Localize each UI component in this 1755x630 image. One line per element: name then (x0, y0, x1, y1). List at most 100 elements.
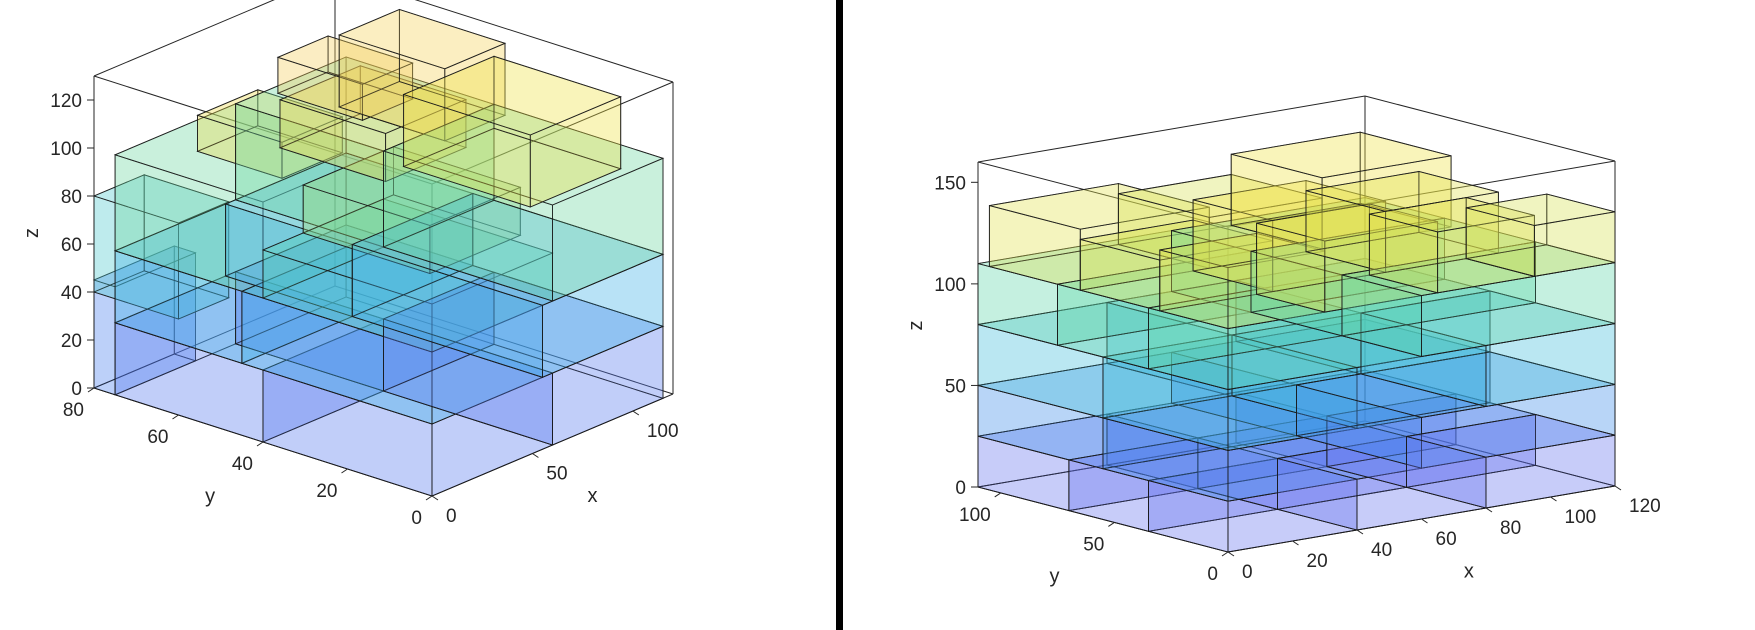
packed-box (301, 146, 522, 275)
packed-box (1057, 250, 1343, 370)
x-tick-mark (1292, 540, 1299, 546)
y-tick-mark (87, 387, 95, 393)
packed-box (1231, 312, 1487, 429)
packed-box (1148, 457, 1358, 553)
box-face (402, 55, 622, 136)
packed-box (1406, 413, 1616, 509)
packed-box (1360, 290, 1616, 407)
box-face (276, 35, 414, 85)
x-tick-label: 100 (647, 421, 679, 442)
packed-box (278, 65, 468, 183)
packed-box (1102, 334, 1358, 451)
packed-box (1079, 219, 1274, 312)
z-axis-label: z (21, 228, 43, 238)
packed-box (382, 271, 665, 446)
y-tick-mark (425, 495, 433, 501)
x-axis-label: x (588, 485, 598, 507)
box-face (989, 183, 1210, 230)
packed-box (1235, 369, 1457, 468)
axes-box-edge (431, 81, 674, 185)
y-tick-mark (994, 492, 1002, 498)
y-tick-mark (1221, 551, 1229, 557)
panel-divider (836, 0, 843, 630)
z-tick-label: 80 (61, 187, 82, 208)
x-tick-mark (1550, 496, 1557, 502)
box-face (1406, 414, 1616, 458)
y-tick-label: 50 (1083, 534, 1104, 555)
packed-box (1197, 415, 1407, 510)
packed-box (261, 318, 554, 497)
packed-box (1296, 351, 1616, 469)
axes-box-edge (1364, 95, 1616, 162)
packed-box (402, 55, 622, 208)
packed-box (1117, 173, 1323, 269)
x-tick-label: 0 (1242, 562, 1253, 583)
z-tick-label: 40 (61, 283, 82, 304)
packed-box (1102, 384, 1422, 502)
packed-box (113, 271, 385, 443)
x-tick-mark (1485, 507, 1493, 513)
x-tick-mark (431, 495, 439, 501)
z-tick-label: 0 (955, 478, 966, 499)
axes-box-edge (1227, 160, 1616, 228)
z-tick-label: 120 (50, 91, 82, 112)
packed-box (1305, 170, 1499, 273)
packing-plot-right: 0 20 40 60 80 100 120 0 50 100 0 50 100 150 x y z (905, 95, 1661, 587)
packed-box (977, 413, 1199, 512)
x-tick-mark (532, 453, 539, 458)
z-tick-label: 60 (61, 235, 82, 256)
y-tick-label: 20 (316, 481, 337, 502)
box-face (92, 174, 230, 224)
packed-box (1159, 232, 1326, 330)
x-tick-label: 50 (546, 464, 567, 485)
z-axis-label: z (905, 321, 927, 331)
z-tick-label: 0 (71, 379, 82, 400)
y-tick-label: 80 (63, 400, 84, 421)
y-tick-mark (172, 414, 179, 420)
y-tick-label: 0 (411, 508, 422, 529)
x-tick-label: 20 (1307, 551, 1328, 572)
packed-box (234, 224, 496, 392)
box-face (278, 65, 468, 134)
y-tick-mark (1108, 522, 1115, 527)
z-tick-label: 20 (61, 331, 82, 352)
packed-box (1465, 193, 1616, 277)
x-tick-label: 40 (1371, 540, 1392, 561)
x-axis-label: x (1464, 561, 1474, 583)
packed-box (1341, 241, 1616, 358)
packed-box (1256, 203, 1439, 313)
axes-box-edge (334, 285, 674, 395)
packed-box (1068, 437, 1278, 532)
x-tick-mark (1421, 518, 1428, 524)
box-face (1231, 131, 1452, 179)
x-tick-label: 0 (446, 506, 457, 527)
x-tick-label: 120 (1629, 496, 1661, 517)
axes-box-edge (93, 75, 433, 185)
box-face (92, 245, 197, 288)
y-tick-label: 40 (232, 454, 253, 475)
y-tick-label: 100 (959, 505, 991, 526)
y-tick-label: 60 (147, 427, 168, 448)
packed-box (276, 35, 414, 121)
packed-box (988, 183, 1210, 291)
axes-box-edge (414, 0, 674, 83)
packed-box (977, 351, 1297, 470)
packed-box (337, 8, 507, 142)
y-axis-label: y (1050, 565, 1060, 587)
boxes (977, 131, 1616, 553)
axes-box-edge (977, 95, 1366, 163)
y-tick-mark (341, 468, 348, 474)
x-tick-mark (1614, 485, 1622, 491)
packed-box (1326, 393, 1536, 488)
x-tick-mark (632, 410, 640, 416)
z-tick-label: 50 (945, 376, 966, 397)
y-tick-label: 0 (1207, 564, 1218, 585)
packed-box (1250, 217, 1536, 337)
packed-box (1106, 391, 1328, 490)
box-face (1369, 197, 1535, 233)
axes-ticks: 0 20 40 60 80 100 120 0 50 100 0 50 100 150 x y z (905, 173, 1661, 587)
boxes (92, 8, 665, 497)
packed-box (196, 89, 344, 179)
